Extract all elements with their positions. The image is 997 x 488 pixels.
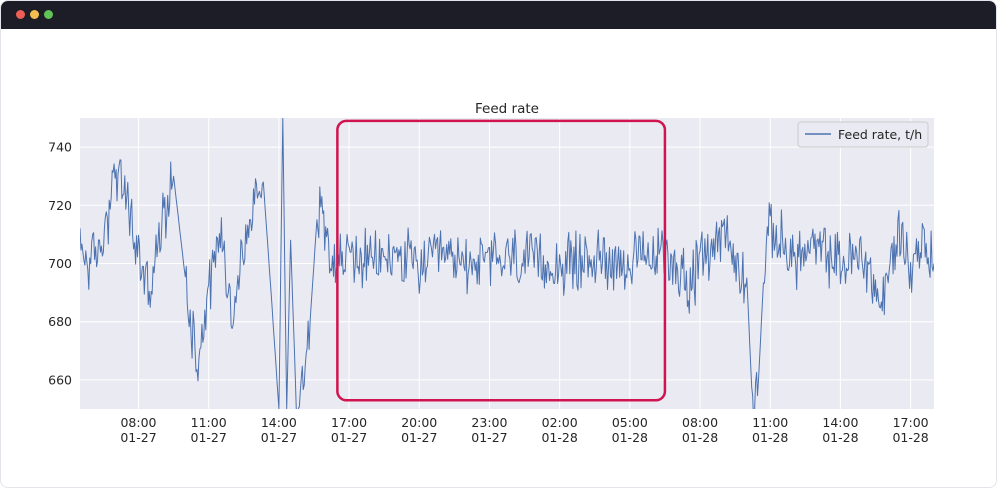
x-tick-label-time: 05:00 [612, 415, 648, 430]
x-tick-label-date: 01-28 [682, 430, 718, 445]
y-tick-label: 680 [48, 314, 72, 329]
x-tick-label-time: 23:00 [471, 415, 507, 430]
y-tick-label: 700 [48, 256, 72, 271]
x-tick-label-time: 17:00 [331, 415, 367, 430]
x-tick-label-date: 01-28 [612, 430, 648, 445]
window-titlebar [1, 1, 996, 29]
x-tick-label-date: 01-27 [401, 430, 437, 445]
x-tick-label-date: 01-27 [471, 430, 507, 445]
y-tick-label: 740 [48, 140, 72, 155]
x-axis-ticks: 08:0001-2711:0001-2714:0001-2717:0001-27… [120, 415, 928, 445]
close-window-icon[interactable] [16, 10, 25, 19]
legend-label-feed-rate: Feed rate, t/h [838, 127, 922, 142]
legend: Feed rate, t/h [797, 121, 929, 148]
series-line-feed-rate [80, 118, 934, 409]
x-tick-label-date: 01-28 [752, 430, 788, 445]
x-tick-label-time: 02:00 [542, 415, 578, 430]
x-tick-label-date: 01-28 [892, 430, 928, 445]
x-tick-label-time: 14:00 [822, 415, 858, 430]
x-tick-label-time: 08:00 [120, 415, 156, 430]
x-tick-label-date: 01-27 [191, 430, 227, 445]
x-tick-label-time: 20:00 [401, 415, 437, 430]
x-tick-label-time: 11:00 [752, 415, 788, 430]
x-tick-label-date: 01-27 [261, 430, 297, 445]
maximize-window-icon[interactable] [44, 10, 53, 19]
chart-content: 660 680 700 720 740 08:00 01-27 11:00 01-27 14:0… [1, 29, 996, 487]
y-tick-label: 660 [48, 372, 72, 387]
x-tick-label-time: 17:00 [893, 415, 929, 430]
legend-box [797, 121, 929, 148]
highlight-box [336, 119, 667, 402]
x-tick-label-date: 01-28 [822, 430, 858, 445]
x-tick-label-time: 08:00 [682, 415, 718, 430]
chart-title: Feed rate [475, 101, 539, 117]
x-tick-label-date: 01-27 [331, 430, 367, 445]
x-tick-label-time: 14:00 [261, 415, 297, 430]
y-axis-ticks: 660 680 700 720 740 [48, 140, 72, 388]
x-tick-label-date: 01-28 [541, 430, 577, 445]
x-tick-label-date: 01-27 [120, 430, 156, 445]
minimize-window-icon[interactable] [30, 10, 39, 19]
x-tick-label-time: 11:00 [191, 415, 227, 430]
y-tick-label: 720 [48, 198, 72, 213]
